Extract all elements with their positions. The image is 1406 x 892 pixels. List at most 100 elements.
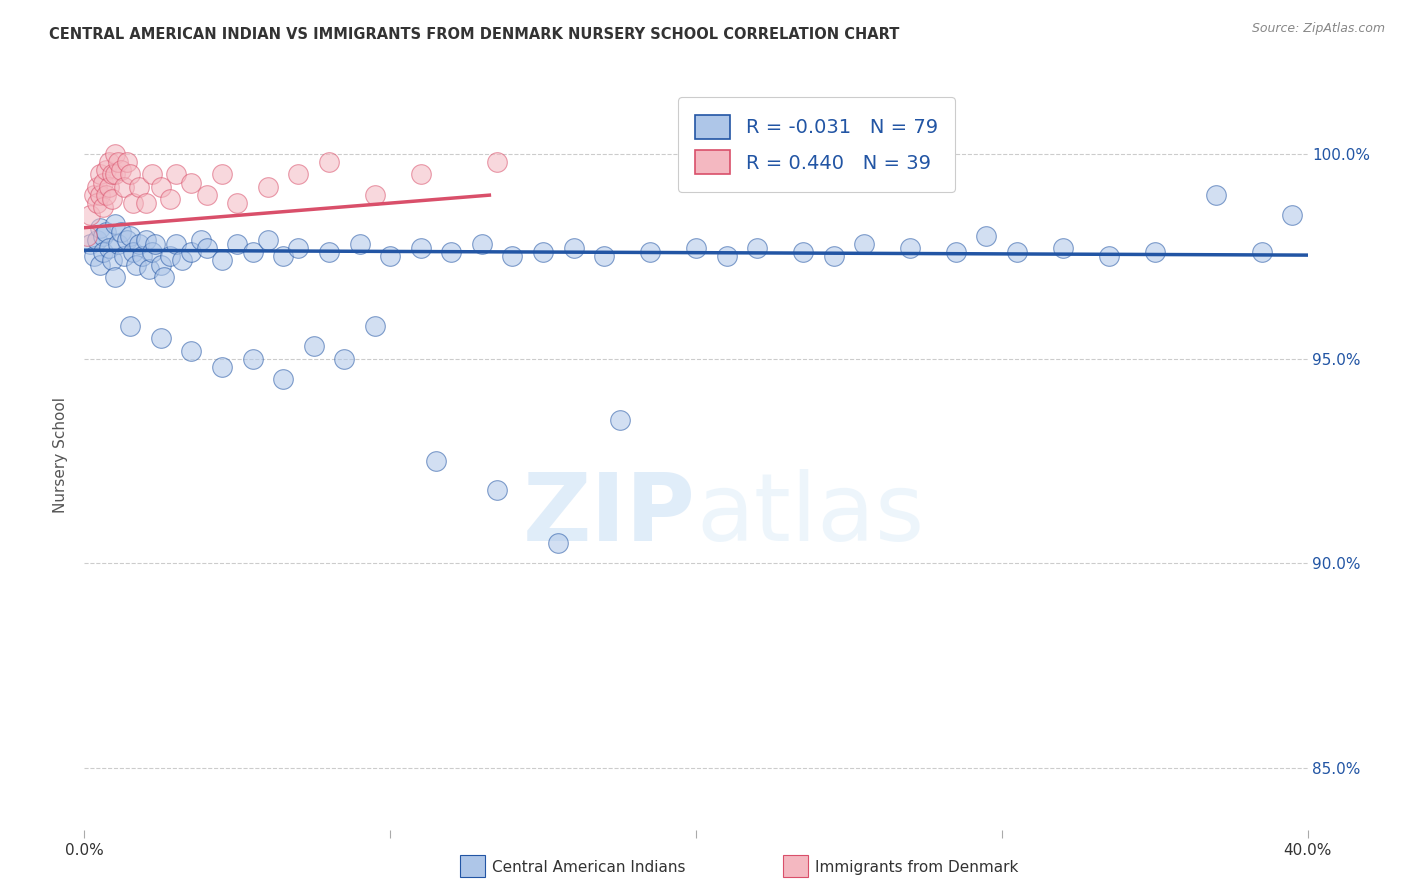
Point	[1052, 241, 1074, 255]
Point	[128, 237, 150, 252]
Point	[195, 241, 218, 255]
Point	[115, 155, 138, 169]
Point	[1005, 245, 1028, 260]
Point	[94, 225, 117, 239]
Point	[257, 179, 280, 194]
Point	[97, 179, 120, 194]
Point	[159, 192, 181, 206]
Text: Source: ZipAtlas.com: Source: ZipAtlas.com	[1251, 22, 1385, 36]
Point	[89, 168, 111, 182]
Point	[94, 163, 117, 178]
Point	[125, 258, 148, 272]
Point	[101, 192, 124, 206]
Point	[91, 245, 114, 260]
Point	[638, 245, 661, 260]
Point	[333, 351, 356, 366]
Point	[115, 233, 138, 247]
Point	[211, 253, 233, 268]
Point	[853, 237, 876, 252]
Point	[131, 249, 153, 263]
Point	[141, 245, 163, 260]
Point	[135, 233, 157, 247]
Text: CENTRAL AMERICAN INDIAN VS IMMIGRANTS FROM DENMARK NURSERY SCHOOL CORRELATION CH: CENTRAL AMERICAN INDIAN VS IMMIGRANTS FR…	[49, 27, 900, 42]
Point	[86, 233, 108, 247]
Point	[104, 147, 127, 161]
Point	[195, 188, 218, 202]
Point	[135, 196, 157, 211]
Point	[107, 155, 129, 169]
Point	[242, 245, 264, 260]
Point	[976, 228, 998, 243]
Point	[380, 249, 402, 263]
Point	[128, 179, 150, 194]
Point	[242, 351, 264, 366]
Point	[409, 241, 432, 255]
Point	[112, 179, 135, 194]
Point	[97, 241, 120, 255]
Point	[153, 269, 176, 284]
Point	[89, 188, 111, 202]
Point	[471, 237, 494, 252]
Point	[547, 536, 569, 550]
Point	[180, 176, 202, 190]
Point	[86, 196, 108, 211]
Point	[1250, 245, 1272, 260]
Point	[104, 217, 127, 231]
Point	[409, 168, 432, 182]
Point	[562, 241, 585, 255]
Point	[89, 258, 111, 272]
Point	[257, 233, 280, 247]
Point	[349, 237, 371, 252]
Point	[94, 188, 117, 202]
Point	[302, 339, 325, 353]
Point	[110, 163, 132, 178]
Point	[716, 249, 738, 263]
Point	[79, 208, 101, 222]
Point	[1143, 245, 1166, 260]
Point	[101, 168, 124, 182]
Point	[747, 241, 769, 255]
Point	[97, 155, 120, 169]
Point	[609, 413, 631, 427]
Point	[318, 155, 340, 169]
Point	[120, 168, 142, 182]
Point	[190, 233, 212, 247]
Point	[149, 258, 172, 272]
Point	[226, 237, 249, 252]
Point	[180, 245, 202, 260]
Point	[593, 249, 616, 263]
Point	[792, 245, 814, 260]
Point	[172, 253, 194, 268]
Point	[364, 318, 387, 333]
Point	[141, 168, 163, 182]
Point	[531, 245, 554, 260]
Point	[898, 241, 921, 255]
Point	[486, 155, 509, 169]
Point	[1098, 249, 1121, 263]
Point	[112, 249, 135, 263]
Point	[104, 269, 127, 284]
Point	[823, 249, 845, 263]
Point	[364, 188, 387, 202]
Point	[287, 168, 309, 182]
Text: ZIP: ZIP	[523, 469, 696, 561]
Point	[91, 176, 114, 190]
Point	[104, 168, 127, 182]
Point	[425, 454, 447, 468]
Point	[79, 237, 101, 252]
Point	[83, 188, 105, 202]
Point	[1281, 208, 1303, 222]
Point	[107, 237, 129, 252]
Point	[110, 225, 132, 239]
Point	[502, 249, 524, 263]
Point	[226, 196, 249, 211]
Point	[318, 245, 340, 260]
Point	[685, 241, 707, 255]
Point	[122, 196, 145, 211]
Point	[76, 228, 98, 243]
Text: Central American Indians: Central American Indians	[492, 861, 686, 875]
Point	[211, 359, 233, 374]
Point	[165, 237, 187, 252]
Point	[120, 228, 142, 243]
Point	[149, 331, 172, 345]
